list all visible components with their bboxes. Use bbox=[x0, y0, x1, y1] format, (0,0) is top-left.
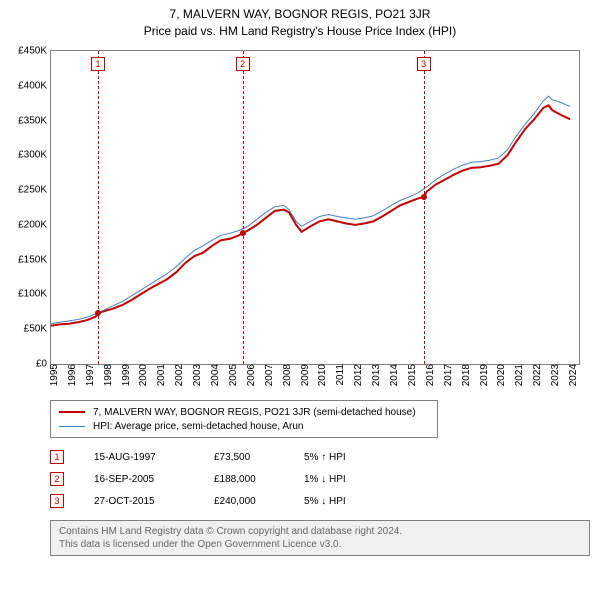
title-block: 7, MALVERN WAY, BOGNOR REGIS, PO21 3JR P… bbox=[0, 0, 600, 40]
legend: 7, MALVERN WAY, BOGNOR REGIS, PO21 3JR (… bbox=[50, 400, 438, 438]
x-axis-label: 2001 bbox=[156, 364, 167, 386]
x-axis-label: 1999 bbox=[121, 364, 132, 386]
transaction-vline bbox=[424, 51, 425, 364]
legend-item: 7, MALVERN WAY, BOGNOR REGIS, PO21 3JR (… bbox=[59, 405, 429, 419]
x-axis-label: 2023 bbox=[550, 364, 561, 386]
transaction-row: 2 16-SEP-2005 £188,000 1% ↓ HPI bbox=[50, 468, 384, 490]
x-axis-label: 2013 bbox=[371, 364, 382, 386]
transaction-index: 1 bbox=[50, 450, 64, 464]
x-axis-label: 2008 bbox=[282, 364, 293, 386]
transaction-hpi: 5% ↑ HPI bbox=[304, 452, 384, 463]
y-axis-label: £100K bbox=[18, 289, 47, 300]
x-axis-label: 1997 bbox=[85, 364, 96, 386]
y-axis-label: £50K bbox=[24, 324, 47, 335]
y-axis-label: £300K bbox=[18, 150, 47, 161]
transaction-price: £188,000 bbox=[214, 474, 284, 485]
transaction-row: 1 15-AUG-1997 £73,500 5% ↑ HPI bbox=[50, 446, 384, 468]
legend-item: HPI: Average price, semi-detached house,… bbox=[59, 419, 429, 433]
transaction-date: 27-OCT-2015 bbox=[84, 496, 194, 507]
transaction-price: £73,500 bbox=[214, 452, 284, 463]
x-axis-label: 2010 bbox=[317, 364, 328, 386]
transaction-marker: 3 bbox=[417, 57, 431, 71]
transaction-price: £240,000 bbox=[214, 496, 284, 507]
x-axis-label: 2019 bbox=[479, 364, 490, 386]
legend-label: HPI: Average price, semi-detached house,… bbox=[93, 421, 304, 432]
y-axis-label: £450K bbox=[18, 46, 47, 57]
series-lines bbox=[51, 51, 579, 364]
transaction-date: 15-AUG-1997 bbox=[84, 452, 194, 463]
x-axis-label: 2012 bbox=[353, 364, 364, 386]
transaction-vline bbox=[98, 51, 99, 364]
x-axis-label: 2006 bbox=[246, 364, 257, 386]
x-axis-label: 2022 bbox=[532, 364, 543, 386]
transaction-marker: 1 bbox=[91, 57, 105, 71]
series-line bbox=[51, 96, 570, 324]
y-axis-label: £0 bbox=[36, 359, 47, 370]
x-axis-label: 2011 bbox=[335, 364, 346, 386]
transaction-hpi: 1% ↓ HPI bbox=[304, 474, 384, 485]
x-axis-label: 2002 bbox=[174, 364, 185, 386]
y-axis-label: £350K bbox=[18, 115, 47, 126]
transactions-table: 1 15-AUG-1997 £73,500 5% ↑ HPI 2 16-SEP-2005 £… bbox=[50, 446, 384, 512]
x-axis-label: 2007 bbox=[264, 364, 275, 386]
transaction-date: 16-SEP-2005 bbox=[84, 474, 194, 485]
chart-title: 7, MALVERN WAY, BOGNOR REGIS, PO21 3JR bbox=[0, 6, 600, 23]
chart-area: £0£50K£100K£150K£200K£250K£300K£350K£400… bbox=[50, 50, 580, 395]
x-axis-label: 2000 bbox=[138, 364, 149, 386]
x-axis-label: 2004 bbox=[210, 364, 221, 386]
x-axis-label: 2024 bbox=[568, 364, 579, 386]
y-axis-label: £250K bbox=[18, 185, 47, 196]
series-line bbox=[51, 105, 570, 325]
plot-area: £0£50K£100K£150K£200K£250K£300K£350K£400… bbox=[50, 50, 580, 365]
chart-container: 7, MALVERN WAY, BOGNOR REGIS, PO21 3JR P… bbox=[0, 0, 600, 590]
legend-swatch bbox=[59, 411, 85, 413]
x-axis-label: 2009 bbox=[300, 364, 311, 386]
transaction-index: 2 bbox=[50, 472, 64, 486]
chart-subtitle: Price paid vs. HM Land Registry's House … bbox=[0, 23, 600, 40]
transaction-index: 3 bbox=[50, 494, 64, 508]
transaction-point bbox=[95, 310, 101, 316]
transaction-vline bbox=[243, 51, 244, 364]
x-axis-label: 2003 bbox=[192, 364, 203, 386]
y-axis-label: £200K bbox=[18, 219, 47, 230]
x-axis-label: 2015 bbox=[407, 364, 418, 386]
x-axis-label: 1995 bbox=[49, 364, 60, 386]
x-axis-label: 2016 bbox=[425, 364, 436, 386]
transaction-row: 3 27-OCT-2015 £240,000 5% ↓ HPI bbox=[50, 490, 384, 512]
x-axis-label: 1998 bbox=[103, 364, 114, 386]
transaction-point bbox=[421, 194, 427, 200]
attribution-text: Contains HM Land Registry data © Crown c… bbox=[59, 525, 581, 538]
x-axis-label: 2021 bbox=[514, 364, 525, 386]
attribution-box: Contains HM Land Registry data © Crown c… bbox=[50, 520, 590, 556]
transaction-marker: 2 bbox=[236, 57, 250, 71]
y-axis-label: £150K bbox=[18, 254, 47, 265]
transaction-hpi: 5% ↓ HPI bbox=[304, 496, 384, 507]
transaction-point bbox=[240, 230, 246, 236]
y-axis-label: £400K bbox=[18, 80, 47, 91]
x-axis-label: 2018 bbox=[461, 364, 472, 386]
x-axis-label: 2005 bbox=[228, 364, 239, 386]
x-axis-label: 1996 bbox=[67, 364, 78, 386]
x-axis-label: 2020 bbox=[496, 364, 507, 386]
x-axis-label: 2017 bbox=[443, 364, 454, 386]
attribution-text: This data is licensed under the Open Gov… bbox=[59, 538, 581, 551]
legend-swatch bbox=[59, 426, 85, 427]
x-axis-label: 2014 bbox=[389, 364, 400, 386]
legend-label: 7, MALVERN WAY, BOGNOR REGIS, PO21 3JR (… bbox=[93, 407, 416, 418]
